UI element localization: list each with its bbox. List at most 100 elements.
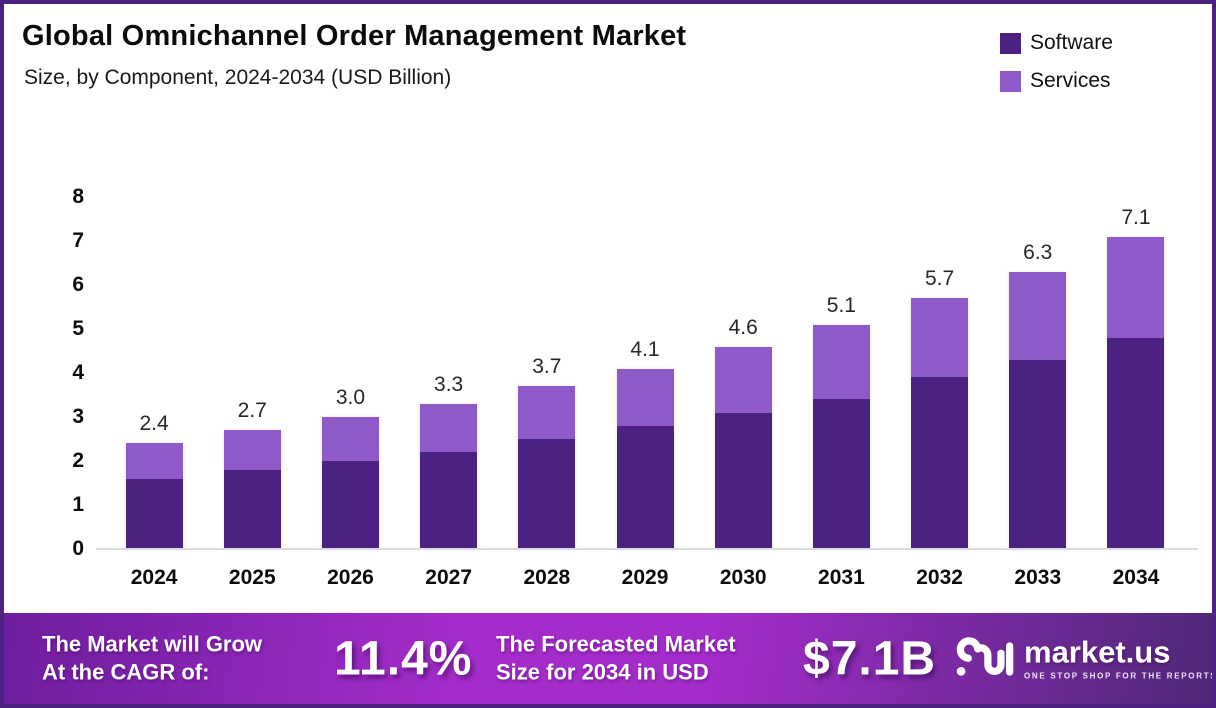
page-subtitle: Size, by Component, 2024-2034 (USD Billi… (24, 66, 452, 89)
forecast-label-line1: The Forecasted Market (496, 630, 736, 656)
x-tick-label: 2032 (916, 566, 963, 589)
bar-segment-software (616, 425, 674, 549)
stacked-bar (1107, 236, 1165, 549)
bar-segment-software (420, 452, 478, 549)
legend-item: Services (1000, 69, 1113, 93)
bar-segment-software (911, 377, 969, 549)
y-tick-label: 8 (72, 185, 84, 208)
stacked-bar (812, 324, 870, 549)
cagr-value: 11.4% (334, 632, 473, 685)
bar-segment-software (223, 469, 281, 549)
y-tick-label: 1 (72, 493, 84, 516)
x-tick-label: 2028 (523, 566, 571, 589)
y-tick-label: 7 (72, 229, 84, 252)
cagr-label: The Market will Grow At the CAGR of: (42, 630, 262, 687)
plot-area: 2.4 2.7 3.0 3.3 3.7 4.1 4.6 5.1 5.7 6.3 7.1 (105, 197, 1185, 549)
y-axis: 0 1 2 3 4 5 6 7 8 (34, 185, 84, 560)
bar-column: 5.7 (891, 197, 989, 549)
bar-segment-services (616, 368, 674, 426)
y-tick-label: 0 (72, 537, 84, 560)
stacked-bar (1009, 271, 1067, 549)
legend-label: Software (1030, 31, 1113, 54)
bar-total-label: 6.3 (1023, 240, 1053, 264)
y-tick-label: 4 (72, 361, 84, 384)
stacked-bar (420, 403, 478, 549)
stacked-bar (714, 346, 772, 549)
bar-column: 4.1 (596, 197, 694, 549)
x-axis: 2024 2025 2026 2027 2028 2029 2030 2031 2032 2033… (105, 566, 1185, 590)
x-tick-label: 2030 (719, 566, 767, 589)
bar-total-label: 5.1 (826, 293, 856, 317)
bar-segment-services (1009, 271, 1067, 360)
stacked-bar (911, 298, 969, 549)
bar-column: 5.1 (792, 197, 890, 549)
x-tick-label: 2033 (1014, 566, 1062, 589)
legend-swatch-services (1000, 70, 1021, 92)
bar-total-label: 3.7 (532, 355, 562, 379)
y-tick-label: 5 (72, 317, 84, 340)
y-tick-label: 2 (72, 449, 84, 472)
x-axis-baseline (96, 548, 1198, 550)
x-tick-label: 2034 (1112, 566, 1160, 589)
bar-column: 3.3 (400, 197, 498, 549)
bar-segment-services (714, 346, 772, 413)
bar-total-label: 4.1 (630, 337, 660, 361)
bar-segment-services (223, 430, 281, 470)
bar-column: 2.7 (203, 197, 301, 549)
bar-column: 2.4 (105, 197, 203, 549)
y-tick-label: 3 (72, 405, 84, 428)
bar-segment-services (911, 298, 969, 378)
bar-segment-software (1107, 337, 1165, 549)
cagr-label-line2: At the CAGR of: (42, 659, 210, 685)
bar-total-label: 2.4 (139, 412, 169, 436)
stacked-bar (518, 386, 576, 549)
bar-segment-services (420, 403, 478, 453)
bar-total-label: 7.1 (1121, 205, 1151, 229)
bar-segment-software (1009, 359, 1067, 549)
stacked-bar (125, 443, 183, 549)
forecast-label: The Forecasted Market Size for 2034 in U… (496, 630, 736, 687)
bar-segment-software (518, 439, 576, 549)
forecast-value: $7.1B (803, 632, 937, 685)
brand-tagline: ONE STOP SHOP FOR THE REPORTS (1024, 671, 1216, 681)
bar-column: 3.7 (498, 197, 596, 549)
bar-segment-software (321, 461, 379, 549)
bar-segment-services (518, 386, 576, 439)
bar-total-label: 5.7 (924, 267, 955, 291)
page-title: Global Omnichannel Order Management Mark… (22, 20, 687, 52)
footer-banner: The Market will Grow At the CAGR of: 11.… (4, 613, 1212, 704)
forecast-label-line2: Size for 2034 in USD (496, 659, 709, 685)
bar-segment-services (321, 417, 379, 461)
x-tick-label: 2026 (327, 566, 374, 589)
x-tick-label: 2031 (818, 566, 865, 589)
legend-item: Software (1000, 31, 1113, 55)
stacked-bar (616, 368, 674, 549)
bar-total-label: 3.0 (335, 386, 366, 409)
x-tick-label: 2024 (130, 566, 178, 589)
bar-column: 6.3 (989, 197, 1087, 549)
x-tick-label: 2027 (425, 566, 473, 589)
stacked-bar (321, 417, 379, 549)
bar-column: 3.0 (301, 197, 399, 549)
bar-total-label: 3.3 (434, 372, 464, 396)
stacked-bar (223, 430, 281, 549)
market-us-logo-icon (956, 636, 1014, 676)
bar-segment-services (125, 443, 183, 479)
bar-segment-software (125, 478, 183, 549)
brand-logo: market.us ONE STOP SHOP FOR THE REPORTS (956, 634, 1216, 683)
bar-segment-services (1107, 236, 1165, 338)
legend-swatch-software (1000, 32, 1021, 54)
bar-segment-services (812, 324, 870, 400)
brand-text: market.us ONE STOP SHOP FOR THE REPORTS (1024, 637, 1216, 681)
bar-column: 7.1 (1087, 197, 1185, 549)
bar-total-label: 4.6 (728, 315, 758, 339)
bar-segment-software (714, 412, 772, 549)
cagr-label-line1: The Market will Grow (42, 630, 263, 656)
legend-label: Services (1030, 69, 1111, 92)
x-tick-label: 2029 (621, 566, 669, 589)
bar-segment-software (812, 399, 870, 549)
bar-column: 4.6 (694, 197, 792, 549)
legend: Software Services (1000, 31, 1113, 93)
y-tick-label: 6 (72, 273, 84, 296)
